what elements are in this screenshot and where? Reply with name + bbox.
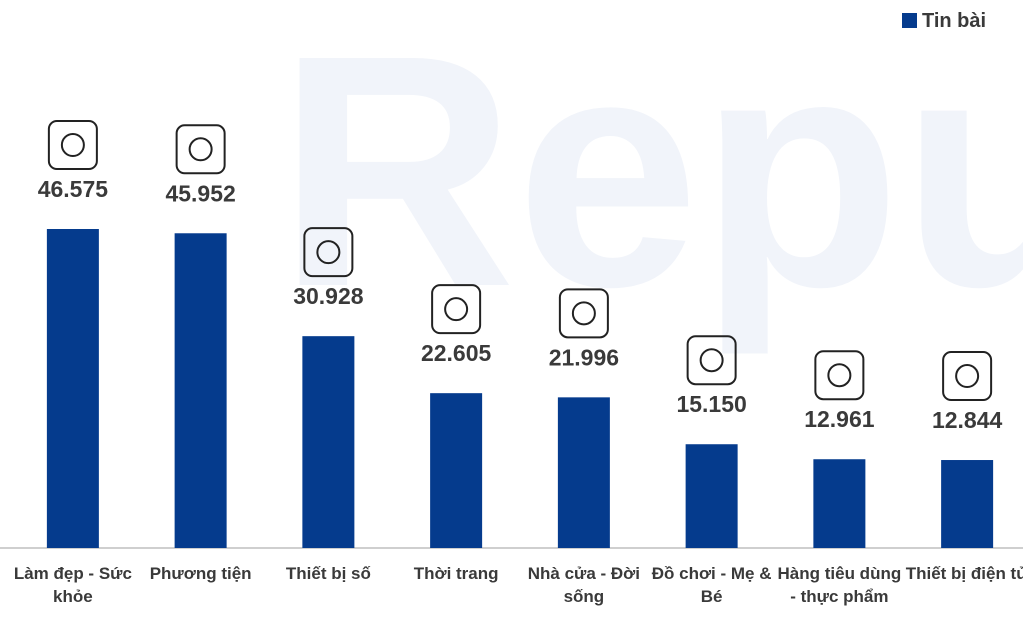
icon — [686, 335, 737, 386]
icon — [175, 124, 226, 175]
bar — [174, 233, 227, 548]
bar — [941, 460, 994, 548]
bar — [813, 459, 866, 548]
value-label: 12.844 — [932, 407, 1003, 433]
x-tick-label: Thiết bị số — [285, 564, 371, 583]
icon — [303, 227, 354, 278]
icon — [814, 350, 865, 401]
x-tick-label: Thiết bị điện tử — [905, 564, 1023, 583]
bar — [685, 444, 738, 548]
bar — [46, 229, 99, 548]
icon — [188, 137, 213, 162]
x-tick-label: Thời trang — [413, 564, 499, 583]
value-label: 15.150 — [676, 391, 746, 417]
value-label: 45.952 — [165, 180, 235, 206]
icon — [955, 364, 980, 389]
value-label: 21.996 — [549, 344, 619, 370]
x-tick-label: Phương tiện — [149, 564, 252, 583]
value-label: 30.928 — [293, 283, 364, 309]
x-tick-label: Làm đẹp - Sức khỏe — [13, 564, 132, 606]
bar — [557, 397, 610, 548]
icon — [316, 240, 341, 265]
icon — [558, 288, 609, 339]
x-tick-label: Nhà cửa - Đời sống — [527, 564, 640, 606]
watermark: Repu — [278, 0, 1023, 357]
icon — [47, 120, 98, 170]
icon — [699, 348, 724, 373]
icon — [571, 301, 596, 326]
icon — [444, 297, 469, 322]
icon — [431, 284, 482, 335]
legend-label: Tin bài — [922, 10, 986, 32]
icon — [60, 133, 85, 157]
value-label: 22.605 — [421, 340, 492, 366]
icon — [942, 351, 993, 402]
legend-swatch — [902, 13, 917, 28]
value-label: 46.575 — [38, 176, 109, 202]
x-tick-label: Đồ chơi - Mẹ & Bé — [651, 564, 772, 606]
value-label: 12.961 — [804, 406, 875, 432]
x-tick-label: Hàng tiêu dùng - thực phẩm — [777, 564, 902, 606]
bar — [302, 336, 355, 548]
icon — [827, 363, 852, 388]
bar — [430, 393, 483, 548]
